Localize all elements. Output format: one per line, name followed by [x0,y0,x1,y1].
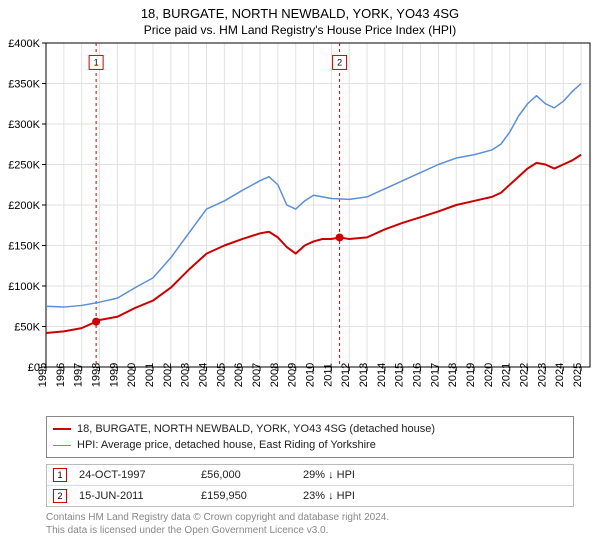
svg-text:2014: 2014 [376,363,388,387]
legend-swatch [53,428,71,430]
svg-text:2025: 2025 [572,363,584,387]
event-marker: 1 [53,468,67,482]
svg-text:£350K: £350K [8,79,40,91]
svg-text:2005: 2005 [215,363,227,387]
svg-text:1995: 1995 [37,363,49,387]
event-price: £159,950 [201,490,291,502]
event-date: 15-JUN-2011 [79,490,189,502]
svg-text:2012: 2012 [340,363,352,387]
svg-text:2004: 2004 [198,363,210,387]
legend: 18, BURGATE, NORTH NEWBALD, YORK, YO43 4… [46,416,574,458]
svg-text:2010: 2010 [305,363,317,387]
svg-text:1997: 1997 [73,363,85,387]
event-price: £56,000 [201,469,291,481]
svg-text:2: 2 [337,57,342,67]
sale-event-row: 1 24-OCT-1997 £56,000 29% ↓ HPI [47,465,573,485]
svg-text:1999: 1999 [108,363,120,387]
svg-text:£400K: £400K [8,38,40,50]
svg-text:2023: 2023 [536,363,548,387]
event-delta: 23% ↓ HPI [303,490,413,502]
svg-text:£250K: £250K [8,160,40,172]
svg-text:2021: 2021 [501,363,513,387]
svg-text:2007: 2007 [251,363,263,387]
svg-text:2003: 2003 [180,363,192,387]
svg-text:2022: 2022 [519,363,531,387]
svg-text:2000: 2000 [126,363,138,387]
legend-item: 18, BURGATE, NORTH NEWBALD, YORK, YO43 4… [53,421,567,437]
legend-swatch [53,445,71,446]
event-marker: 2 [53,489,67,503]
page-title: 18, BURGATE, NORTH NEWBALD, YORK, YO43 4… [0,6,600,21]
legend-label: 18, BURGATE, NORTH NEWBALD, YORK, YO43 4… [77,421,435,437]
svg-text:2017: 2017 [429,363,441,387]
svg-text:2009: 2009 [287,363,299,387]
footer-line-1: Contains HM Land Registry data © Crown c… [46,511,574,524]
svg-text:2006: 2006 [233,363,245,387]
svg-text:2019: 2019 [465,363,477,387]
footer-notice: Contains HM Land Registry data © Crown c… [46,511,574,537]
svg-text:2008: 2008 [269,363,281,387]
sale-event-row: 2 15-JUN-2011 £159,950 23% ↓ HPI [47,485,573,506]
svg-text:1: 1 [94,57,99,67]
footer-line-2: This data is licensed under the Open Gov… [46,524,574,537]
svg-text:2024: 2024 [554,363,566,387]
svg-text:£150K: £150K [8,241,40,253]
svg-text:2015: 2015 [394,363,406,387]
svg-text:£200K: £200K [8,200,40,212]
legend-label: HPI: Average price, detached house, East… [77,437,376,453]
sale-events-table: 1 24-OCT-1997 £56,000 29% ↓ HPI 2 15-JUN-2011… [46,464,574,507]
svg-text:1996: 1996 [55,363,67,387]
svg-text:2001: 2001 [144,363,156,387]
svg-text:2002: 2002 [162,363,174,387]
event-date: 24-OCT-1997 [79,469,189,481]
svg-text:2013: 2013 [358,363,370,387]
page-subtitle: Price paid vs. HM Land Registry's House … [0,23,600,37]
svg-text:1998: 1998 [91,363,103,387]
legend-item: HPI: Average price, detached house, East… [53,437,567,453]
svg-text:2018: 2018 [447,363,459,387]
event-delta: 29% ↓ HPI [303,469,413,481]
svg-text:2020: 2020 [483,363,495,387]
price-chart: £0£50K£100K£150K£200K£250K£300K£350K£400… [0,37,600,412]
svg-text:£50K: £50K [14,322,40,334]
svg-text:£300K: £300K [8,119,40,131]
svg-text:2016: 2016 [412,363,424,387]
svg-text:£100K: £100K [8,281,40,293]
